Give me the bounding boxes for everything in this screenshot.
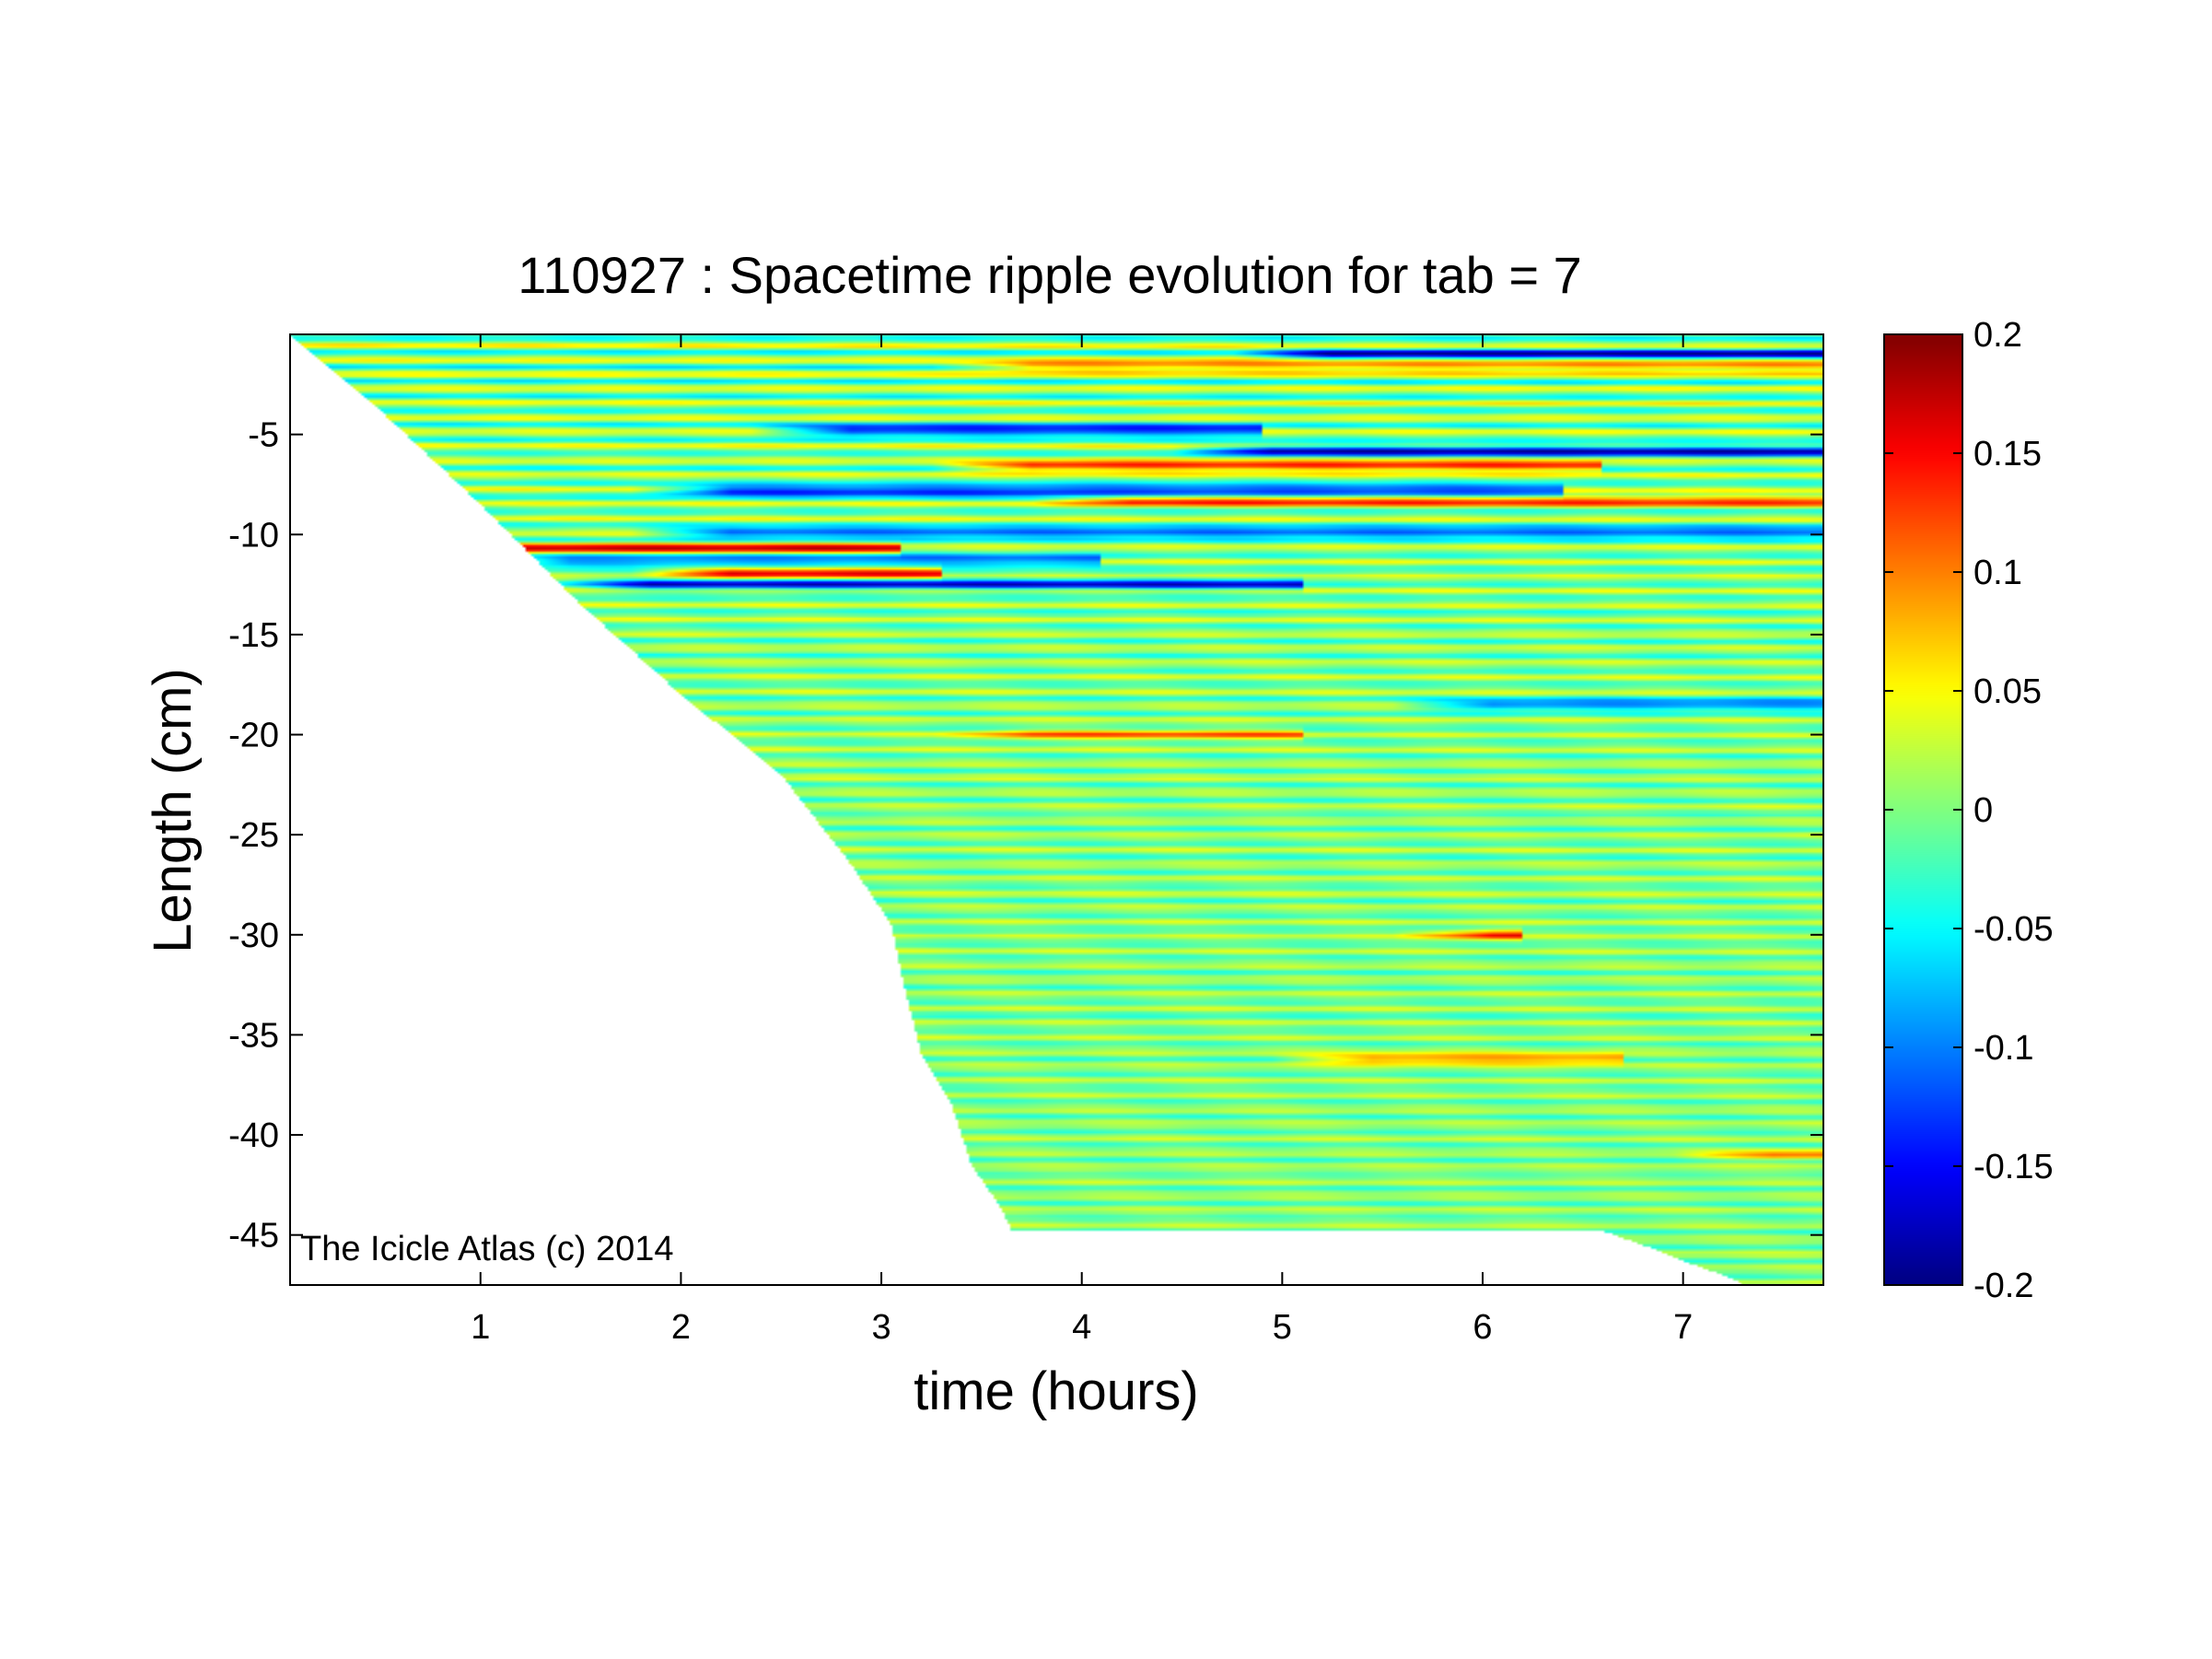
colorbar-tick-label: 0 [1973, 791, 1993, 830]
plot-frame [289, 333, 1824, 1286]
x-tick-label: 6 [1473, 1308, 1492, 1347]
x-tick-label: 4 [1072, 1308, 1091, 1347]
x-tick-label: 7 [1673, 1308, 1693, 1347]
y-tick-label: -15 [228, 616, 279, 655]
x-axis: 1 2 3 4 5 6 7 [471, 334, 1693, 1347]
x-tick-label: 2 [671, 1308, 691, 1347]
colorbar-tick-label: 0.15 [1973, 435, 2042, 473]
colorbar-tick-label: -0.2 [1973, 1267, 2033, 1305]
x-tick-label: 5 [1273, 1308, 1292, 1347]
y-axis: -5 -10 -15 -20 -25 -30 -35 -40 -45 [228, 416, 1823, 1256]
y-tick-label: -20 [228, 717, 279, 755]
chart-title: 110927 : Spacetime ripple evolution for … [518, 246, 1582, 304]
heatmap [290, 334, 1823, 1285]
y-tick-label: -5 [248, 416, 279, 455]
colorbar-tick-label: -0.1 [1973, 1029, 2033, 1068]
colorbar-tick-label: 0.05 [1973, 672, 2042, 711]
y-tick-label: -10 [228, 516, 279, 555]
y-axis-label: Length (cm) [143, 668, 203, 952]
y-tick-label: -25 [228, 816, 279, 855]
x-tick-label: 3 [871, 1308, 891, 1347]
y-tick-label: -30 [228, 917, 279, 955]
colorbar-tick-label: -0.05 [1973, 910, 2054, 949]
y-tick-label: -40 [228, 1116, 279, 1155]
x-tick-label: 1 [471, 1308, 490, 1347]
y-tick-label: -45 [228, 1217, 279, 1256]
watermark: The Icicle Atlas (c) 2014 [300, 1230, 674, 1268]
y-tick-label: -35 [228, 1016, 279, 1055]
colorbar-gradient [1884, 334, 1962, 1285]
colorbar-tick-label: -0.15 [1973, 1148, 2054, 1186]
colorbar-tick-label: 0.1 [1973, 554, 2022, 592]
plot-area: 1 2 3 4 5 6 7 -5 -10 -15 -20 -25 -30 -35 -40 -45 The I… [228, 333, 1824, 1347]
colorbar-tick-label: 0.2 [1973, 316, 2022, 355]
x-axis-label: time (hours) [914, 1361, 1198, 1421]
colorbar-ticks: 0.2 0.15 0.1 0.05 0 -0.05 -0.1 -0.15 -0.2 [1884, 316, 2054, 1305]
colorbar: 0.2 0.15 0.1 0.05 0 -0.05 -0.1 -0.15 -0.2 [1883, 316, 2054, 1305]
